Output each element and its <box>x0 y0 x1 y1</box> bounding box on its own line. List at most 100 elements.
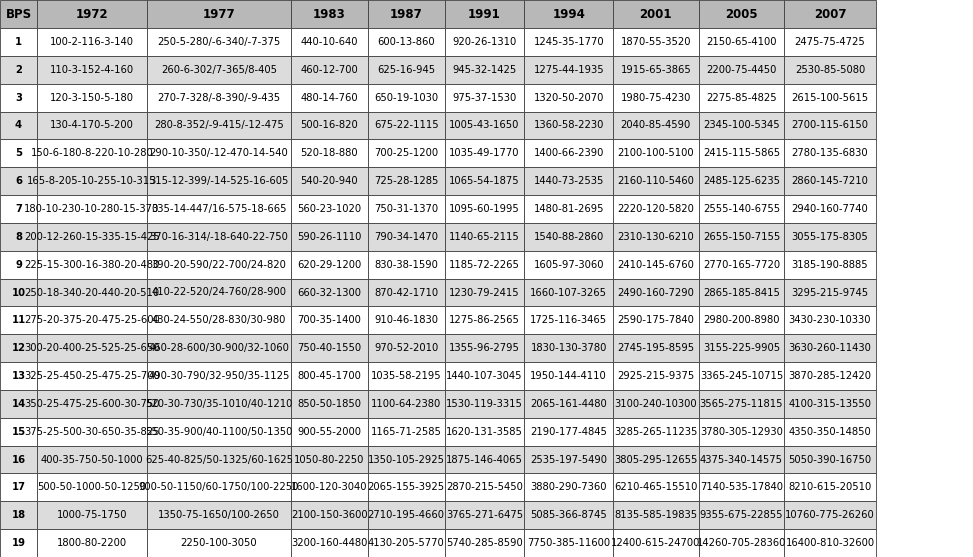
Text: 460-12-700: 460-12-700 <box>301 65 358 75</box>
Bar <box>784 529 876 557</box>
Bar <box>147 111 291 139</box>
Bar <box>445 446 524 473</box>
Text: 2250-100-3050: 2250-100-3050 <box>181 538 257 548</box>
Bar <box>37 418 147 446</box>
Text: 180-10-230-10-280-15-370: 180-10-230-10-280-15-370 <box>24 204 160 214</box>
Bar <box>368 195 445 223</box>
Bar <box>445 501 524 529</box>
Text: 700-25-1200: 700-25-1200 <box>375 148 438 158</box>
Text: 2490-160-7290: 2490-160-7290 <box>617 287 695 297</box>
Text: 750-31-1370: 750-31-1370 <box>375 204 438 214</box>
Text: 1095-60-1995: 1095-60-1995 <box>450 204 520 214</box>
Text: 120-3-150-5-180: 120-3-150-5-180 <box>50 92 134 102</box>
Text: 1355-96-2795: 1355-96-2795 <box>450 343 520 353</box>
Bar <box>699 529 784 557</box>
Bar <box>784 195 876 223</box>
Bar <box>0 473 37 501</box>
Bar <box>291 251 368 278</box>
Text: 7750-385-11600: 7750-385-11600 <box>527 538 610 548</box>
Text: 3285-265-11235: 3285-265-11235 <box>614 427 698 437</box>
Bar <box>699 473 784 501</box>
Bar <box>147 84 291 111</box>
Bar <box>0 306 37 334</box>
Bar <box>147 251 291 278</box>
Bar <box>699 0 784 28</box>
Text: 8210-615-20510: 8210-615-20510 <box>788 482 872 492</box>
Bar <box>368 167 445 195</box>
Bar <box>368 306 445 334</box>
Bar <box>613 390 699 418</box>
Bar <box>0 278 37 306</box>
Bar <box>37 306 147 334</box>
Bar <box>147 0 291 28</box>
Text: 16: 16 <box>12 455 25 465</box>
Text: 975-37-1530: 975-37-1530 <box>452 92 517 102</box>
Bar <box>445 28 524 56</box>
Bar <box>37 167 147 195</box>
Text: 1977: 1977 <box>202 7 235 21</box>
Bar <box>784 501 876 529</box>
Bar <box>613 28 699 56</box>
Text: 1000-75-1750: 1000-75-1750 <box>56 510 127 520</box>
Bar <box>445 306 524 334</box>
Bar <box>784 111 876 139</box>
Text: 290-10-350/-12-470-14-540: 290-10-350/-12-470-14-540 <box>150 148 288 158</box>
Text: 540-20-940: 540-20-940 <box>301 176 358 186</box>
Text: 790-34-1470: 790-34-1470 <box>375 232 438 242</box>
Bar <box>37 501 147 529</box>
Bar <box>445 0 524 28</box>
Text: 900-50-1150/60-1750/100-2250: 900-50-1150/60-1750/100-2250 <box>139 482 299 492</box>
Text: 2655-150-7155: 2655-150-7155 <box>703 232 780 242</box>
Text: 1800-80-2200: 1800-80-2200 <box>56 538 127 548</box>
Bar <box>524 390 613 418</box>
Bar <box>613 473 699 501</box>
Bar <box>0 529 37 557</box>
Bar <box>524 56 613 84</box>
Bar <box>699 56 784 84</box>
Text: 920-26-1310: 920-26-1310 <box>452 37 517 47</box>
Bar <box>147 167 291 195</box>
Text: 110-3-152-4-160: 110-3-152-4-160 <box>50 65 134 75</box>
Text: 8135-585-19835: 8135-585-19835 <box>614 510 698 520</box>
Text: 2590-175-7840: 2590-175-7840 <box>617 315 695 325</box>
Text: 15: 15 <box>12 427 25 437</box>
Text: 9: 9 <box>15 260 22 270</box>
Bar <box>291 111 368 139</box>
Text: 1530-119-3315: 1530-119-3315 <box>446 399 523 409</box>
Bar <box>0 223 37 251</box>
Text: 1350-105-2925: 1350-105-2925 <box>368 455 445 465</box>
Text: 3: 3 <box>15 92 22 102</box>
Text: 1875-146-4065: 1875-146-4065 <box>446 455 523 465</box>
Text: 625-16-945: 625-16-945 <box>378 65 435 75</box>
Bar <box>524 334 613 362</box>
Bar <box>524 111 613 139</box>
Text: 460-28-600/30-900/32-1060: 460-28-600/30-900/32-1060 <box>149 343 289 353</box>
Text: 520-18-880: 520-18-880 <box>301 148 358 158</box>
Bar <box>613 362 699 390</box>
Text: 18: 18 <box>12 510 25 520</box>
Text: 3365-245-10715: 3365-245-10715 <box>700 371 783 381</box>
Text: 1400-66-2390: 1400-66-2390 <box>533 148 604 158</box>
Bar <box>37 362 147 390</box>
Text: 2200-75-4450: 2200-75-4450 <box>706 65 776 75</box>
Text: 9355-675-22855: 9355-675-22855 <box>700 510 783 520</box>
Text: 3880-290-7360: 3880-290-7360 <box>530 482 607 492</box>
Bar <box>37 111 147 139</box>
Text: 2555-140-6755: 2555-140-6755 <box>703 204 780 214</box>
Text: BPS: BPS <box>6 7 31 21</box>
Bar <box>524 84 613 111</box>
Text: 3185-190-8885: 3185-190-8885 <box>792 260 868 270</box>
Bar <box>37 223 147 251</box>
Bar <box>784 84 876 111</box>
Text: 590-26-1110: 590-26-1110 <box>297 232 362 242</box>
Bar <box>613 418 699 446</box>
Text: 2925-215-9375: 2925-215-9375 <box>617 371 695 381</box>
Text: 3055-175-8305: 3055-175-8305 <box>792 232 868 242</box>
Text: 850-50-1850: 850-50-1850 <box>298 399 361 409</box>
Bar <box>699 501 784 529</box>
Text: 1725-116-3465: 1725-116-3465 <box>530 315 607 325</box>
Bar <box>368 223 445 251</box>
Text: 2485-125-6235: 2485-125-6235 <box>703 176 780 186</box>
Text: 1605-97-3060: 1605-97-3060 <box>533 260 604 270</box>
Bar <box>37 278 147 306</box>
